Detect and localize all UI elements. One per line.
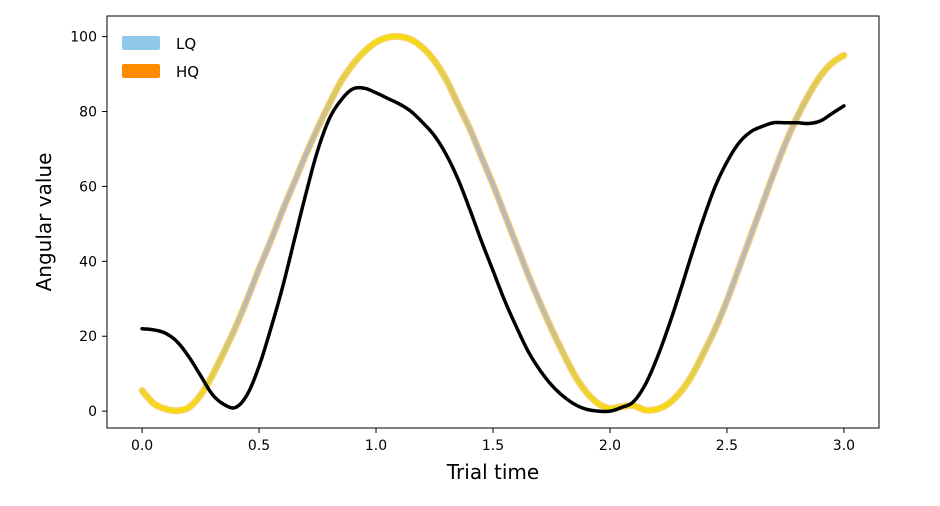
x-tick-label: 1.0: [365, 438, 387, 454]
legend-label-lq: LQ: [176, 35, 196, 53]
legend-swatch-lq: [122, 36, 160, 50]
series-band-line: [139, 34, 847, 414]
x-tick-label: 2.0: [599, 438, 621, 454]
legend-swatch-hq: [122, 64, 160, 78]
x-axis-label: Trial time: [446, 460, 539, 484]
plot-area: [106, 15, 880, 429]
x-tick-label: 0.0: [131, 438, 153, 454]
x-tick-label: 1.5: [482, 438, 504, 454]
y-axis-label: Angular value: [32, 153, 56, 292]
y-axis-ticks: 0 20 40 60 80 100: [70, 30, 107, 420]
y-tick-label: 40: [79, 254, 97, 270]
legend-label-hq: HQ: [176, 63, 199, 81]
x-tick-label: 3.0: [833, 438, 855, 454]
y-tick-label: 100: [70, 30, 97, 46]
series-layer: [138, 32, 848, 415]
y-tick-label: 20: [79, 329, 97, 345]
y-tick-label: 0: [88, 404, 97, 420]
x-tick-label: 2.5: [716, 438, 738, 454]
series-black-line: [140, 85, 846, 414]
y-tick-label: 60: [79, 179, 97, 195]
y-tick-label: 80: [79, 105, 97, 121]
x-axis-ticks: 0.0 0.5 1.0 1.5 2.0 2.5 3.0: [131, 428, 855, 454]
legend: LQ HQ: [122, 35, 199, 81]
x-tick-label: 0.5: [248, 438, 270, 454]
